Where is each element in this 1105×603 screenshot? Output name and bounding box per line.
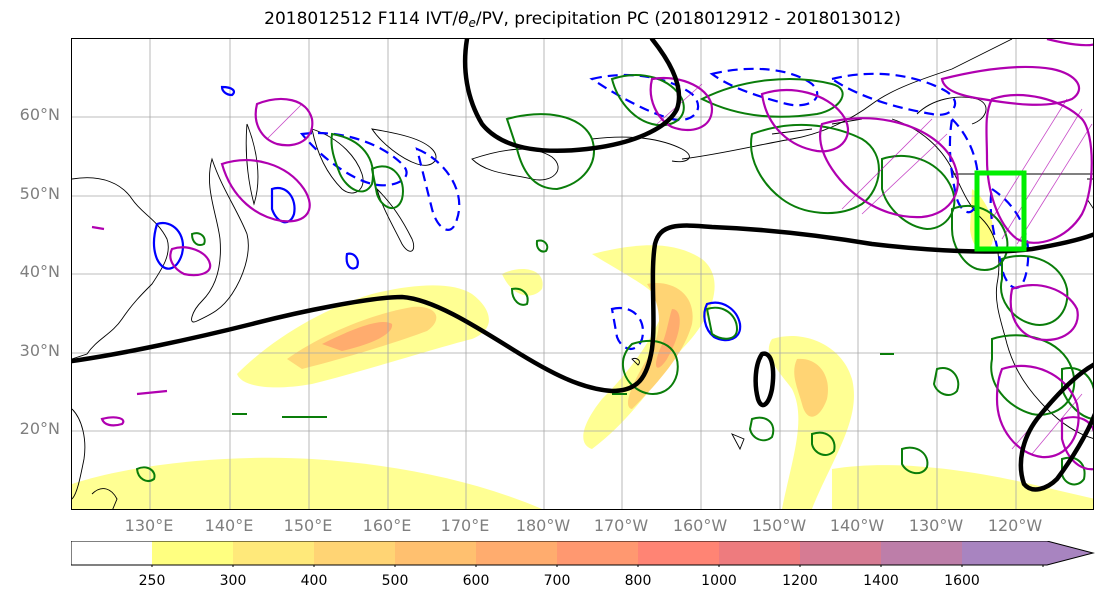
lon-label-160w: 160°W <box>672 516 728 535</box>
precip-negative-contours <box>152 67 1030 350</box>
lat-label-30n: 30°N <box>19 341 60 360</box>
map-canvas <box>72 39 1093 509</box>
colorbar-segment <box>719 541 801 565</box>
lat-label-40n: 40°N <box>19 262 60 281</box>
lon-label-120w: 120°W <box>987 516 1043 535</box>
lon-label-130e: 130°E <box>124 516 174 535</box>
lon-label-140e: 140°E <box>204 516 254 535</box>
lat-label-60n: 60°N <box>19 105 60 124</box>
colorbar-segment <box>881 541 963 565</box>
colorbar-tick-1400: 1400 <box>863 573 899 589</box>
colorbar-tick-400: 400 <box>300 573 328 589</box>
lat-label-50n: 50°N <box>19 184 60 203</box>
target-box <box>974 170 1027 252</box>
lon-label-150e: 150°E <box>283 516 333 535</box>
lat-label-20n: 20°N <box>19 419 60 438</box>
lon-label-160e: 160°E <box>362 516 412 535</box>
lon-label-130w: 130°W <box>908 516 964 535</box>
colorbar-tick-800: 800 <box>624 573 652 589</box>
colorbar-tick-300: 300 <box>219 573 247 589</box>
colorbar-tick-600: 600 <box>462 573 490 589</box>
pv-contours <box>72 39 1093 492</box>
colorbar-tick-700: 700 <box>543 573 571 589</box>
colorbar-tick-1200: 1200 <box>782 573 818 589</box>
lon-label-180w: 180°W <box>515 516 571 535</box>
lon-label-170e: 170°E <box>440 516 490 535</box>
lon-label-140w: 140°W <box>829 516 885 535</box>
lon-label-170w: 170°W <box>593 516 649 535</box>
lon-label-150w: 150°W <box>751 516 807 535</box>
colorbar-segment <box>557 541 639 565</box>
colorbar-segment <box>395 541 477 565</box>
colorbar-tick-1600: 1600 <box>944 573 980 589</box>
colorbar-segment <box>962 541 1093 565</box>
colorbar <box>71 541 1095 567</box>
colorbar-segment <box>800 541 882 565</box>
map-panel <box>71 38 1094 510</box>
colorbar-tick-250: 250 <box>138 573 166 589</box>
coastlines <box>72 39 1093 509</box>
colorbar-tick-1000: 1000 <box>701 573 737 589</box>
theta-e-contours <box>91 39 1093 471</box>
graticule <box>72 39 1093 509</box>
colorbar-segment <box>314 541 396 565</box>
colorbar-segment <box>233 541 315 565</box>
colorbar-tick-500: 500 <box>381 573 409 589</box>
map-title: 2018012512 F114 IVT/θe/PV, precipitation… <box>264 9 901 30</box>
ivt-shading <box>72 189 1093 509</box>
colorbar-segment <box>476 541 558 565</box>
colorbar-segment <box>152 541 234 565</box>
colorbar-segment <box>638 541 720 565</box>
